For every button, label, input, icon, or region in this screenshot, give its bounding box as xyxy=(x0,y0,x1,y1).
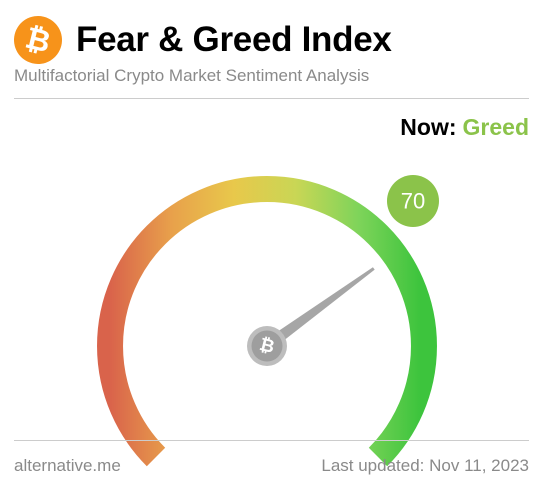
source-label: alternative.me xyxy=(14,456,121,475)
gauge-hub: ₿ xyxy=(247,326,287,366)
index-value: 70 xyxy=(401,189,425,214)
footer-divider xyxy=(14,440,529,441)
value-badge: 70 xyxy=(387,175,439,227)
now-label: Now: xyxy=(400,114,457,140)
classification-label: Greed xyxy=(462,114,529,140)
gauge-hub-bitcoin-icon: ₿ xyxy=(257,334,276,358)
gauge-arc xyxy=(97,176,437,467)
page-title: Fear & Greed Index xyxy=(76,20,392,59)
header-divider xyxy=(14,98,529,99)
gauge-needle xyxy=(263,267,375,351)
current-status: Now: Greed xyxy=(400,114,529,141)
last-updated: Last updated: Nov 11, 2023 xyxy=(321,456,529,475)
page-subtitle: Multifactorial Crypto Market Sentiment A… xyxy=(14,66,370,85)
header: ₿ Fear & Greed Index xyxy=(8,10,392,70)
